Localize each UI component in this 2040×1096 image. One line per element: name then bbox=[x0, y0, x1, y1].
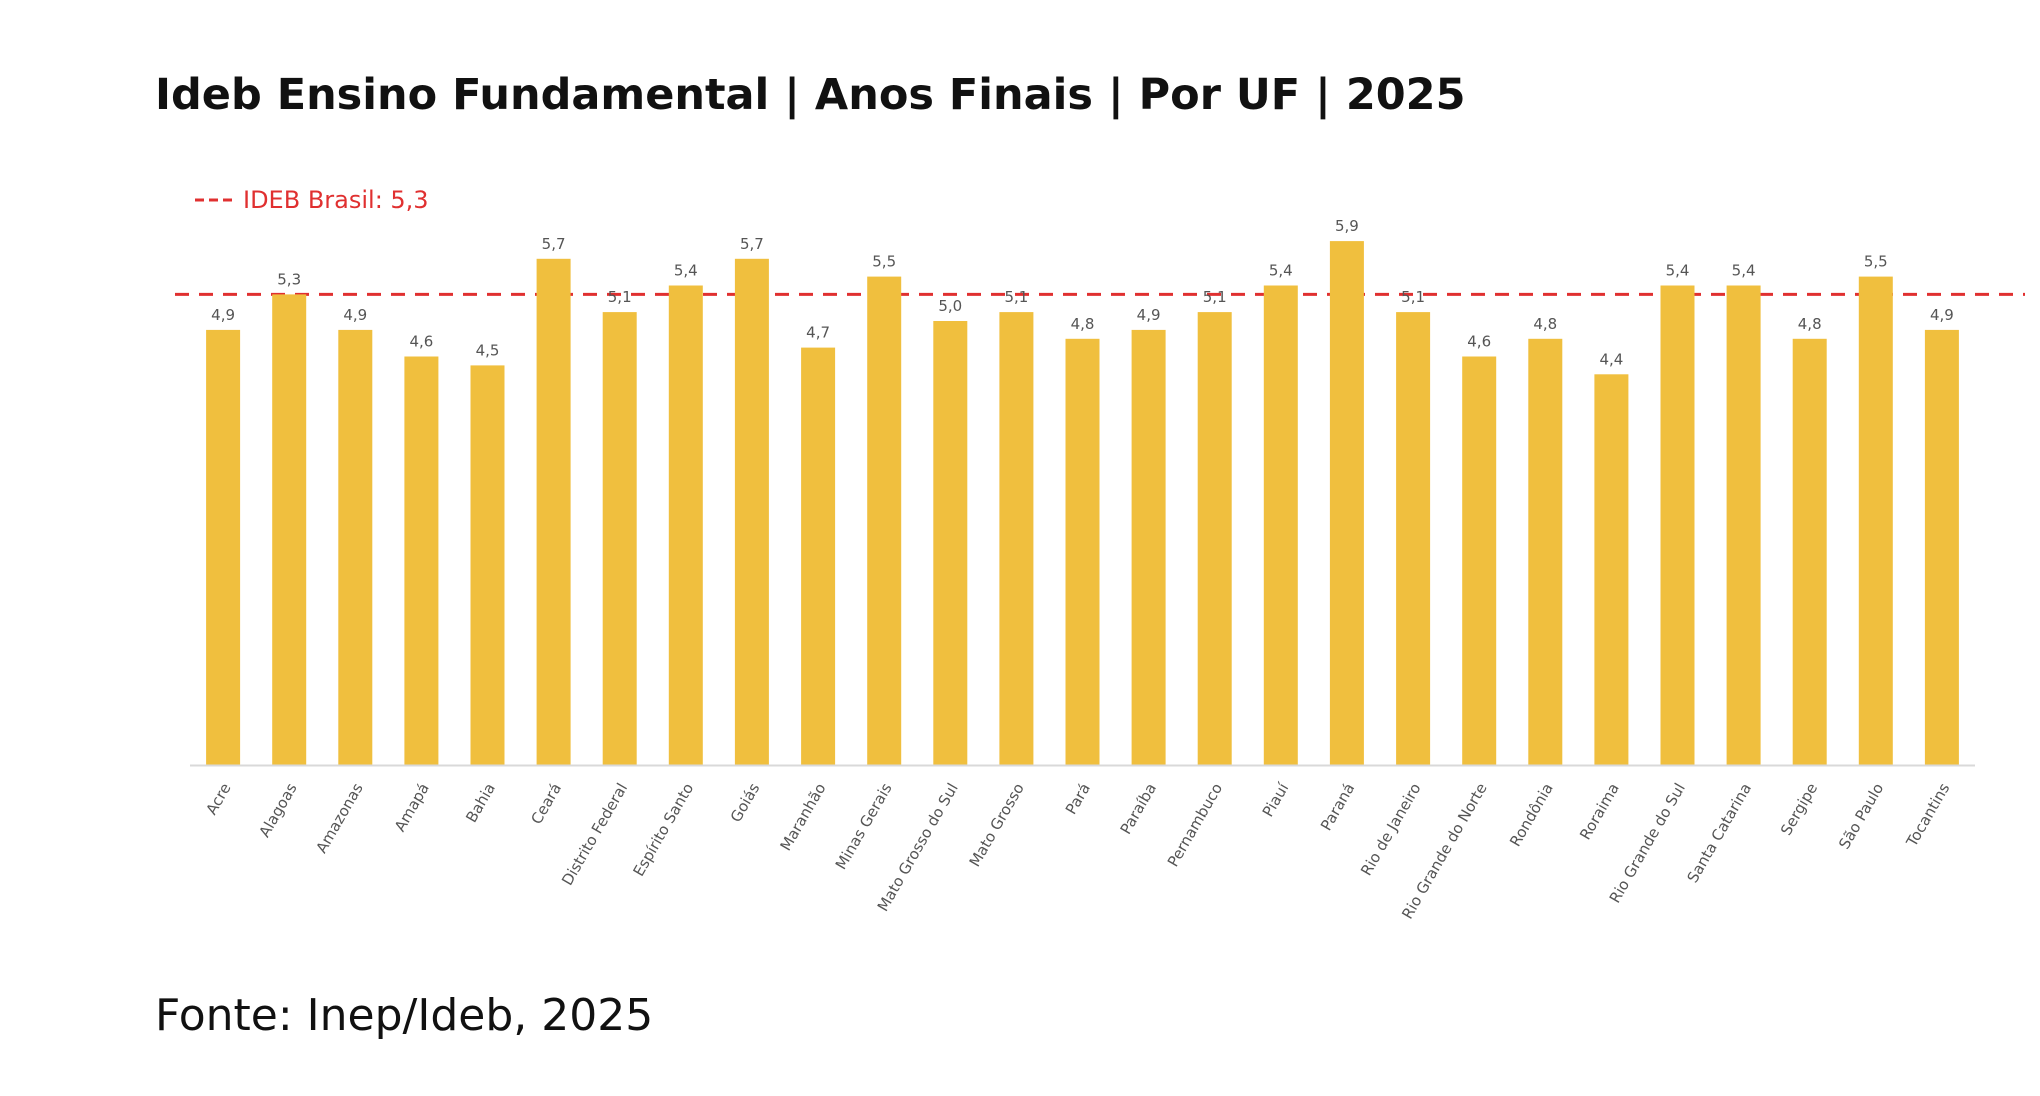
tick-label-22: Rio Grande do Sul bbox=[1606, 780, 1689, 906]
tick-label-15: Pernambuco bbox=[1164, 780, 1226, 870]
tick-label-12: Mato Grosso bbox=[966, 780, 1028, 870]
bar-22 bbox=[1660, 285, 1695, 765]
bar-21 bbox=[1594, 374, 1629, 765]
value-label-19: 4,6 bbox=[1467, 333, 1491, 351]
tick-label-7: Espírito Santo bbox=[629, 780, 697, 879]
bar-5 bbox=[536, 258, 571, 765]
tick-label-10: Minas Gerais bbox=[832, 780, 896, 873]
tick-label-1: Alagoas bbox=[255, 780, 300, 841]
bar-15 bbox=[1197, 312, 1232, 765]
bar-6 bbox=[602, 312, 637, 765]
tick-label-6: Distrito Federal bbox=[558, 780, 631, 888]
value-label-22: 5,4 bbox=[1666, 262, 1690, 280]
tick-label-8: Goiás bbox=[727, 780, 764, 826]
bar-19 bbox=[1462, 356, 1497, 765]
bar-7 bbox=[668, 285, 703, 765]
tick-label-14: Paraíba bbox=[1117, 780, 1160, 837]
tick-labels-group: Acre Alagoas Amazonas Amapá Bahia CearáDistri… bbox=[202, 779, 1953, 922]
value-label-5: 5,7 bbox=[542, 235, 566, 253]
value-label-25: 5,5 bbox=[1864, 253, 1888, 271]
value-label-3: 4,6 bbox=[409, 333, 433, 351]
tick-label-24: Sergipe bbox=[1777, 780, 1821, 838]
value-label-8: 5,7 bbox=[740, 235, 764, 253]
tick-label-0: Acre bbox=[202, 780, 234, 818]
bar-9 bbox=[801, 347, 836, 765]
bar-23 bbox=[1726, 285, 1761, 765]
tick-label-25: São Paulo bbox=[1835, 780, 1887, 852]
bar-3 bbox=[404, 356, 439, 765]
bar-13 bbox=[1065, 338, 1100, 765]
tick-label-5: Ceará bbox=[527, 780, 565, 827]
bar-12 bbox=[999, 312, 1034, 765]
bar-17 bbox=[1329, 241, 1364, 766]
bar-26 bbox=[1924, 329, 1959, 765]
tick-label-23: Santa Catarina bbox=[1684, 780, 1756, 886]
value-label-14: 4,9 bbox=[1137, 306, 1161, 324]
value-label-24: 4,8 bbox=[1798, 315, 1822, 333]
tick-label-21: Roraima bbox=[1576, 780, 1623, 843]
tick-label-17: Paraná bbox=[1317, 780, 1358, 834]
bar-8 bbox=[734, 258, 769, 765]
value-label-17: 5,9 bbox=[1335, 217, 1359, 235]
bar-2 bbox=[338, 329, 373, 765]
bar-25 bbox=[1858, 276, 1893, 765]
value-label-6: 5,1 bbox=[608, 288, 632, 306]
legend: IDEB Brasil: 5,3 bbox=[195, 186, 429, 214]
source-note: Fonte: Inep/Ideb, 2025 bbox=[155, 990, 654, 1041]
value-label-0: 4,9 bbox=[211, 306, 235, 324]
value-label-21: 4,4 bbox=[1599, 350, 1623, 368]
bar-1 bbox=[272, 294, 307, 765]
bar-4 bbox=[470, 365, 505, 765]
bar-0 bbox=[206, 329, 241, 765]
tick-label-2: Amazonas bbox=[312, 780, 366, 856]
tick-label-13: Pará bbox=[1062, 780, 1094, 818]
tick-label-20: Rondônia bbox=[1506, 780, 1557, 850]
value-label-10: 5,5 bbox=[872, 253, 896, 271]
value-label-1: 5,3 bbox=[277, 270, 301, 288]
value-label-7: 5,4 bbox=[674, 262, 698, 280]
value-label-15: 5,1 bbox=[1203, 288, 1227, 306]
value-label-18: 5,1 bbox=[1401, 288, 1425, 306]
value-labels-group: 4,9 5,3 4,9 4,6 4,5 5,7 5,1 5,4 5,7 4,7 5,5 5,0 5,1 4… bbox=[211, 217, 1954, 368]
value-label-26: 4,9 bbox=[1930, 306, 1954, 324]
value-label-12: 5,1 bbox=[1004, 288, 1028, 306]
bar-16 bbox=[1263, 285, 1298, 765]
tick-label-9: Maranhão bbox=[777, 780, 830, 854]
bar-10 bbox=[867, 276, 902, 765]
bar-24 bbox=[1792, 338, 1827, 765]
value-label-4: 4,5 bbox=[476, 341, 500, 359]
value-label-11: 5,0 bbox=[938, 297, 962, 315]
tick-label-3: Amapá bbox=[391, 780, 433, 835]
value-label-13: 4,8 bbox=[1071, 315, 1095, 333]
tick-label-16: Piauí bbox=[1259, 779, 1293, 820]
bar-14 bbox=[1131, 329, 1166, 765]
chart-title: Ideb Ensino Fundamental | Anos Finais | … bbox=[155, 70, 1466, 120]
bar-20 bbox=[1528, 338, 1563, 765]
tick-label-4: Bahia bbox=[462, 780, 499, 826]
legend-label: IDEB Brasil: 5,3 bbox=[243, 186, 429, 214]
bars-group bbox=[206, 241, 1959, 766]
value-label-23: 5,4 bbox=[1732, 262, 1756, 280]
value-label-2: 4,9 bbox=[343, 306, 367, 324]
bar-18 bbox=[1396, 312, 1431, 765]
tick-label-26: Tocantins bbox=[1902, 780, 1953, 851]
bar-11 bbox=[933, 321, 968, 765]
value-label-20: 4,8 bbox=[1533, 315, 1557, 333]
tick-label-18: Rio de Janeiro bbox=[1357, 780, 1424, 879]
value-label-16: 5,4 bbox=[1269, 262, 1293, 280]
value-label-9: 4,7 bbox=[806, 324, 830, 342]
